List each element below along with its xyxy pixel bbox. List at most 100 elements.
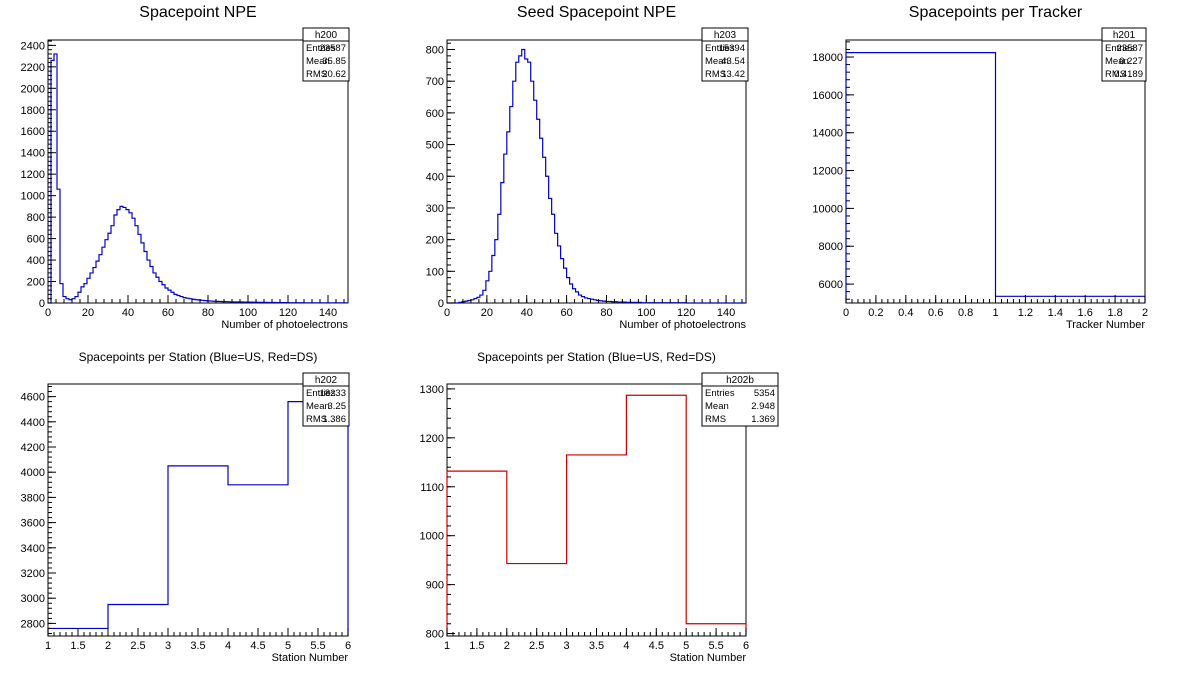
- stats-row-label: RMS: [705, 69, 726, 80]
- stats-row-value: 15394: [719, 43, 745, 54]
- y-tick-label: 600: [426, 108, 444, 120]
- stats-row-label: Entries: [1105, 43, 1135, 54]
- y-tick-label: 12000: [812, 166, 843, 178]
- x-tick-label: 5: [285, 640, 291, 652]
- plot-frame: [446, 39, 747, 304]
- x-tick-label: 3.5: [190, 640, 205, 652]
- stats-row-label: Mean: [1105, 56, 1129, 67]
- stats-row-label: RMS: [306, 414, 327, 425]
- x-tick-label: 1.8: [1107, 307, 1122, 319]
- stats-box-frame: [302, 27, 350, 82]
- stats-row-label: RMS: [306, 69, 327, 80]
- y-tick-label: 1100: [420, 482, 444, 494]
- x-tick-label: 5: [683, 640, 689, 652]
- stats-box-frame: [701, 372, 779, 427]
- x-axis-label: Number of photoelectrons: [619, 319, 746, 331]
- stats-histogram-name: h202b: [726, 375, 754, 386]
- y-tick-label: 800: [27, 212, 45, 224]
- y-tick-label: 3600: [21, 518, 45, 530]
- chart-panel-5: Spacepoints per Station (Blue=US, Red=DS…: [420, 350, 779, 664]
- y-tick-label: 1000: [420, 531, 444, 543]
- y-tick-label: 100: [426, 266, 444, 278]
- stats-histogram-name: h201: [1113, 30, 1136, 41]
- chart-title: Spacepoints per Station (Blue=US, Red=DS…: [477, 350, 716, 364]
- stats-row-value: 23587: [1117, 43, 1143, 54]
- y-tick-label: 400: [426, 171, 444, 183]
- x-tick-label: 3.5: [589, 640, 604, 652]
- y-tick-label: 800: [426, 45, 444, 57]
- stats-box-frame: [701, 27, 749, 82]
- chart-title: Spacepoints per Station (Blue=US, Red=DS…: [79, 350, 318, 364]
- chart-title: Seed Spacepoint NPE: [517, 4, 676, 21]
- y-tick-label: 2200: [21, 62, 45, 74]
- stats-row-value: 20.62: [322, 69, 346, 80]
- y-tick-label: 1300: [420, 384, 444, 396]
- x-tick-label: 140: [717, 307, 735, 319]
- stats-row-value: 2.948: [751, 401, 775, 412]
- stats-histogram-name: h202: [315, 375, 338, 386]
- histogram-line: [446, 394, 747, 636]
- plot-frame: [446, 383, 747, 637]
- plot-frame: [47, 39, 349, 304]
- x-tick-label: 2: [504, 640, 510, 652]
- x-tick-label: 4: [225, 640, 231, 652]
- stats-row-value: 3.25: [328, 401, 347, 412]
- stats-row-label: Entries: [306, 388, 336, 399]
- histogram-line: [845, 52, 1146, 303]
- x-axis-label: Number of photoelectrons: [221, 319, 348, 331]
- y-tick-label: 6000: [819, 279, 843, 291]
- x-tick-label: 1: [45, 640, 51, 652]
- histogram-line: [447, 48, 746, 304]
- y-tick-label: 3400: [21, 543, 45, 555]
- y-tick-label: 1200: [420, 433, 444, 445]
- x-tick-label: 60: [162, 307, 174, 319]
- x-tick-label: 4.5: [250, 640, 265, 652]
- y-tick-label: 700: [426, 76, 444, 88]
- stats-row-value: 0.227: [1119, 56, 1143, 67]
- y-tick-label: 600: [27, 234, 45, 246]
- y-tick-label: 3200: [21, 568, 45, 580]
- x-axis-label: Station Number: [272, 652, 349, 664]
- stats-row-label: Mean: [705, 56, 729, 67]
- y-tick-label: 4600: [21, 392, 45, 404]
- x-tick-label: 6: [345, 640, 351, 652]
- y-tick-label: 500: [426, 140, 444, 152]
- chart-panel-2: Seed Spacepoint NPE 0 20 40 60 80 100 120 140 0 10…: [426, 4, 749, 331]
- x-tick-label: 20: [481, 307, 493, 319]
- y-tick-label: 4400: [21, 417, 45, 429]
- stats-row-label: Entries: [705, 388, 735, 399]
- x-tick-label: 2: [105, 640, 111, 652]
- x-tick-label: 120: [677, 307, 695, 319]
- x-tick-label: 0: [45, 307, 51, 319]
- y-tick-label: 200: [27, 277, 45, 289]
- x-tick-label: 40: [122, 307, 134, 319]
- x-tick-label: 2.5: [529, 640, 544, 652]
- y-tick-label: 16000: [812, 90, 843, 102]
- y-tick-label: 1200: [21, 169, 45, 181]
- stats-row-value: 35.85: [322, 56, 346, 67]
- stats-histogram-name: h200: [315, 30, 338, 41]
- histogram-line: [48, 53, 349, 304]
- x-tick-label: 3: [564, 640, 570, 652]
- y-tick-label: 2400: [21, 40, 45, 52]
- y-tick-label: 2000: [21, 83, 45, 95]
- x-tick-label: 1: [992, 307, 998, 319]
- stats-box-frame: [302, 372, 350, 427]
- stats-box: h202b Entries 5354 Mean 2.948 RMS 1.369: [701, 372, 779, 427]
- x-tick-label: 5.5: [310, 640, 325, 652]
- y-tick-label: 3800: [21, 492, 45, 504]
- chart-panel-4: Spacepoints per Station (Blue=US, Red=DS…: [21, 350, 352, 664]
- x-axis-label: Tracker Number: [1066, 319, 1145, 331]
- stats-row-label: Entries: [306, 43, 336, 54]
- y-tick-label: 1000: [21, 191, 45, 203]
- x-tick-label: 0.8: [958, 307, 973, 319]
- y-tick-label: 300: [426, 203, 444, 215]
- y-tick-label: 1800: [21, 105, 45, 117]
- x-tick-label: 100: [239, 307, 257, 319]
